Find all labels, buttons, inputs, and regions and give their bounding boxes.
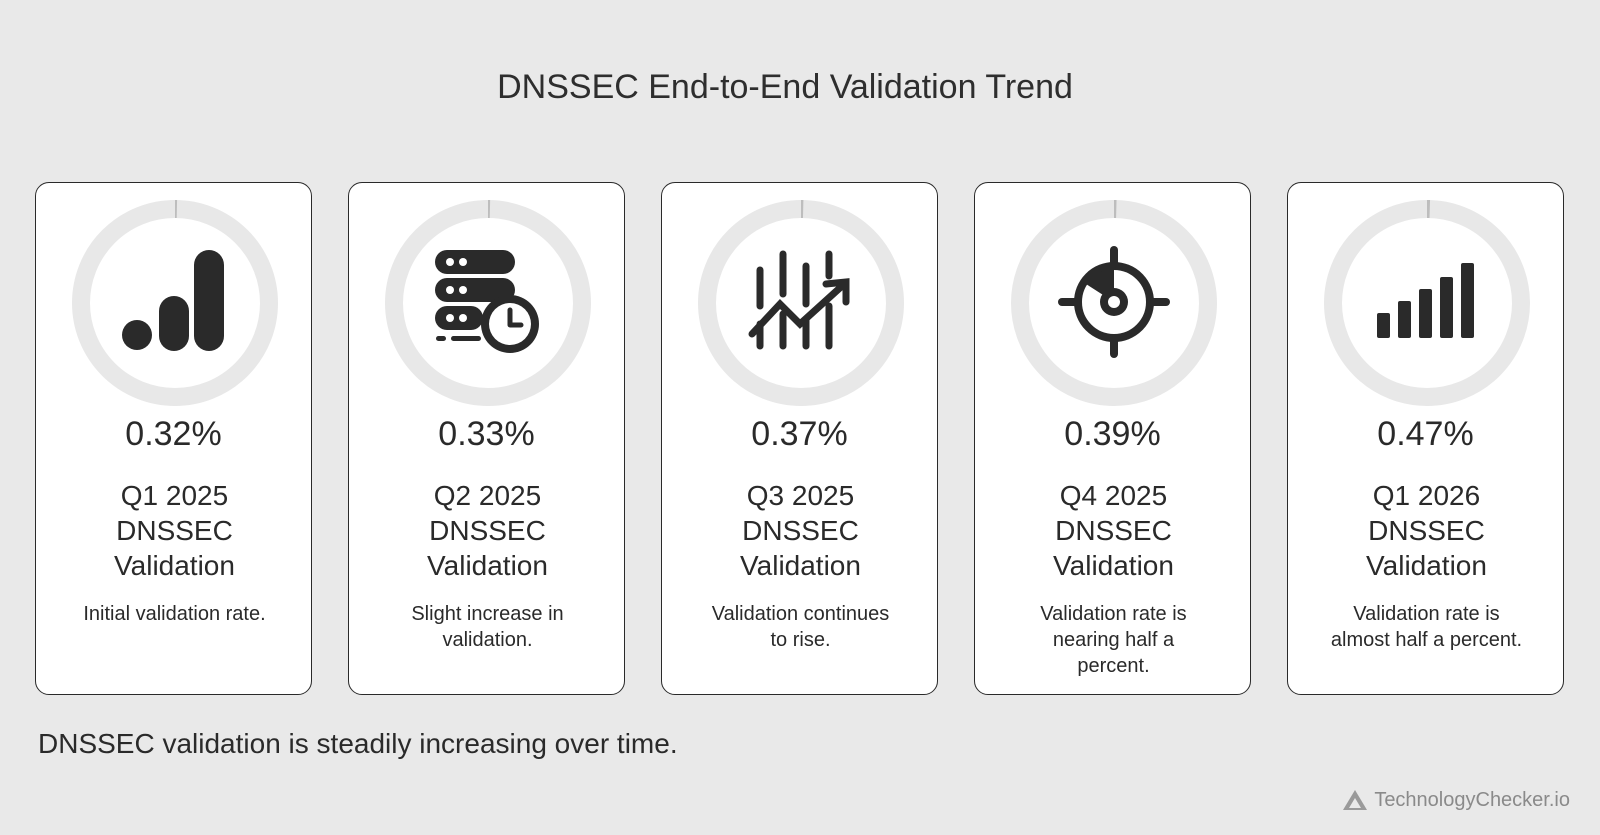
progress-ring xyxy=(1324,200,1530,406)
triangle-logo-icon xyxy=(1343,790,1368,810)
metric-value: 0.37% xyxy=(751,415,848,453)
target-icon xyxy=(1058,246,1170,358)
metric-value: 0.33% xyxy=(438,415,535,453)
metric-value: 0.39% xyxy=(1064,415,1161,453)
page-title: DNSSEC End-to-End Validation Trend xyxy=(497,68,1073,106)
metric-label: Q1 2025 DNSSEC Validation xyxy=(114,480,235,581)
metric-value: 0.32% xyxy=(125,415,222,453)
metric-description: Initial validation rate. xyxy=(83,603,266,625)
progress-ring xyxy=(72,200,278,406)
metric-card-q4-2025: 0.39% Q4 2025 DNSSEC Validation Validati… xyxy=(974,182,1251,695)
brand-name: TechnologyChecker.io xyxy=(1374,788,1570,811)
trend-up-icon xyxy=(748,250,850,350)
metric-description: Validation rate is almost half a percent… xyxy=(1330,603,1523,651)
metric-description: Validation rate is nearing half a percen… xyxy=(1040,603,1187,677)
metric-value: 0.47% xyxy=(1377,415,1474,453)
metric-card-q3-2025: 0.37% Q3 2025 DNSSEC Validation Validati… xyxy=(661,182,938,695)
metric-label: Q4 2025 DNSSEC Validation xyxy=(1053,480,1174,581)
progress-ring xyxy=(1011,200,1217,406)
server-clock-icon xyxy=(435,250,539,353)
progress-ring xyxy=(385,200,591,406)
metric-card-q2-2025: 0.33% Q2 2025 DNSSEC Validation Slight i… xyxy=(348,182,625,695)
metric-card-q1-2026: 0.47% Q1 2026 DNSSEC Validation Validati… xyxy=(1287,182,1564,695)
metric-label: Q3 2025 DNSSEC Validation xyxy=(740,480,861,581)
metric-card-q1-2025: 0.32% Q1 2025 DNSSEC Validation Initial … xyxy=(35,182,312,695)
summary-text: DNSSEC validation is steadily increasing… xyxy=(38,728,678,759)
metric-description: Validation continues to rise. xyxy=(711,603,890,651)
metric-label: Q1 2026 DNSSEC Validation xyxy=(1366,480,1487,581)
metric-description: Slight increase in validation. xyxy=(411,603,564,651)
signal-bars-icon xyxy=(1377,263,1474,338)
bar-chart-icon xyxy=(122,250,224,351)
metric-label: Q2 2025 DNSSEC Validation xyxy=(427,480,548,581)
brand-logo: TechnologyChecker.io xyxy=(1342,786,1570,814)
progress-ring xyxy=(698,200,904,406)
